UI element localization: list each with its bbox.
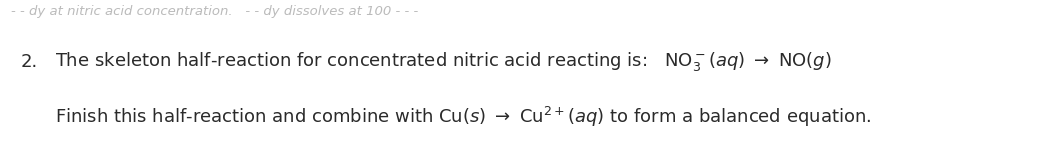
Text: Finish this half-reaction and combine with Cu($s$) $\rightarrow$ Cu$^{2+}$($aq$): Finish this half-reaction and combine wi…: [55, 105, 871, 129]
Text: The skeleton half-reaction for concentrated nitric acid reacting is:   NO$_3^-$(: The skeleton half-reaction for concentra…: [55, 50, 831, 74]
Text: - - dy at nitric acid concentration.   - - dy dissolves at 100 - - -: - - dy at nitric acid concentration. - -…: [11, 5, 418, 18]
Text: 2.: 2.: [21, 53, 38, 71]
